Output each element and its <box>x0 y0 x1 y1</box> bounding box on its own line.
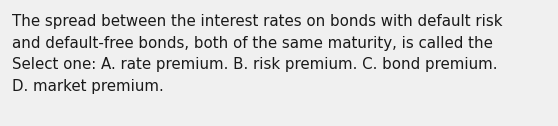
Text: The spread between the interest rates on bonds with default risk
and default-fre: The spread between the interest rates on… <box>12 14 503 94</box>
